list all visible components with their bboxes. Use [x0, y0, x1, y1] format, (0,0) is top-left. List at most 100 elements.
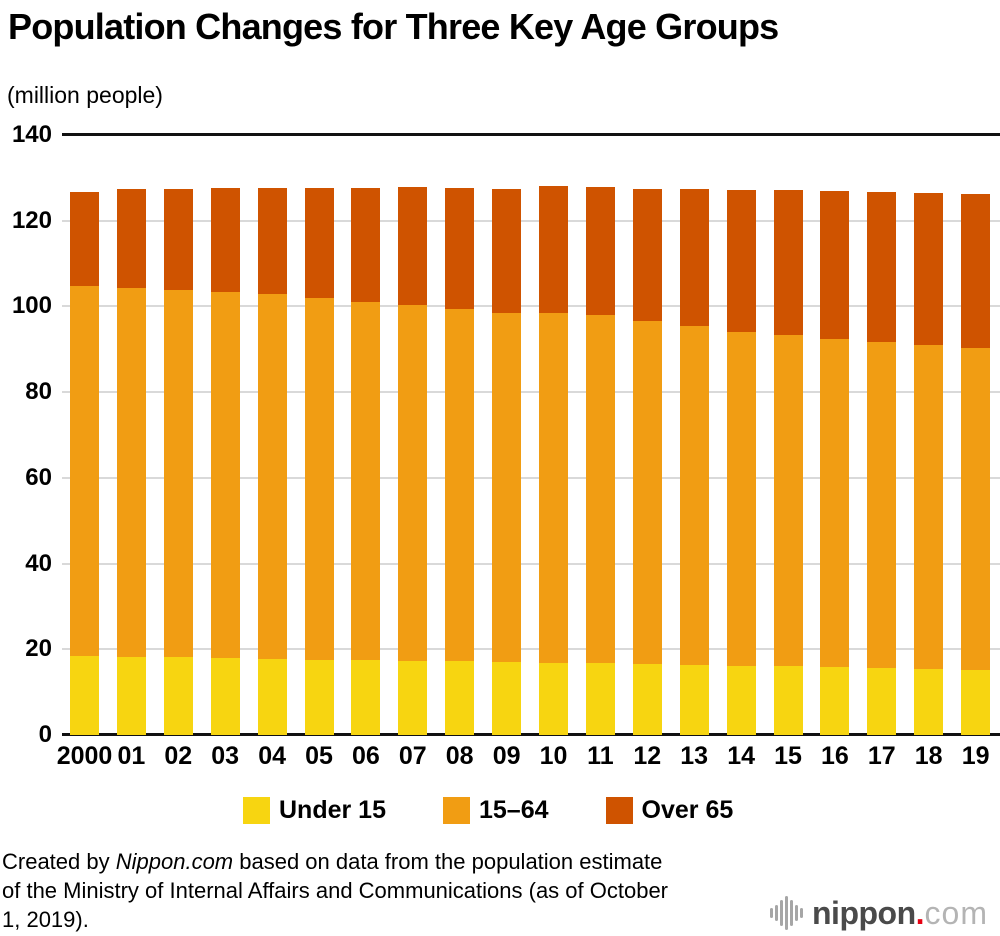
bar-segment-over-65	[726, 190, 756, 332]
bar-segment-over-65	[492, 188, 522, 313]
bar-segment-15-64	[773, 335, 803, 667]
bar-segment-15-64	[70, 286, 99, 656]
bar-2008	[445, 187, 475, 735]
x-axis-tick-label: 2000	[56, 742, 113, 770]
bar-segment-under-15	[585, 663, 615, 735]
x-axis-tick-label: 07	[398, 742, 427, 770]
x-axis-tick-label: 17	[867, 742, 896, 770]
bar-segment-over-65	[163, 189, 193, 291]
bar-segment-15-64	[539, 312, 568, 663]
bar-segment-15-64	[492, 312, 522, 663]
bar-segment-15-64	[398, 305, 428, 661]
bar-segment-over-65	[445, 187, 475, 309]
bar-2001	[116, 189, 146, 735]
logo-tld-com: com	[924, 894, 988, 931]
bar-segment-15-64	[210, 292, 240, 659]
bar-segment-15-64	[163, 290, 193, 658]
bar-2002	[163, 189, 193, 735]
soundwave-bar	[785, 896, 788, 930]
bar-segment-over-65	[961, 194, 991, 348]
legend-item-under-15: Under 15	[243, 796, 386, 825]
x-axis-tick-label: 09	[492, 742, 521, 770]
bar-segment-over-65	[398, 187, 428, 306]
source-note-line: Created by Nippon.com based on data from…	[2, 849, 663, 874]
source-note-line: of the Ministry of Internal Affairs and …	[2, 878, 669, 903]
bar-segment-over-65	[257, 187, 287, 295]
x-axis-line	[62, 733, 1000, 736]
bar-segment-under-15	[351, 660, 381, 735]
bar-segment-over-65	[116, 189, 146, 288]
gridline-60	[62, 476, 1000, 479]
x-axis-tick-label: 01	[117, 742, 146, 770]
x-axis-tick-label: 19	[961, 742, 990, 770]
bar-segment-over-65	[679, 189, 709, 327]
bar-segment-under-15	[914, 668, 944, 735]
bar-segment-15-64	[304, 298, 334, 660]
nippon-logo: nippon . com	[770, 892, 988, 934]
y-axis-tick-label: 0	[38, 721, 52, 748]
soundwave-bars-icon	[770, 894, 803, 932]
bar-2003	[210, 188, 240, 735]
bar-segment-under-15	[116, 656, 146, 735]
x-axis-tick-label: 10	[539, 742, 568, 770]
legend-label: Over 65	[641, 796, 734, 824]
y-axis-tick-label: 120	[11, 206, 52, 234]
bar-segment-15-64	[116, 287, 146, 657]
bar-segment-15-64	[257, 294, 287, 660]
y-axis-tick-label: 60	[25, 463, 52, 491]
source-note: Created by Nippon.com based on data from…	[2, 847, 782, 934]
bar-segment-15-64	[961, 347, 991, 670]
bar-segment-over-65	[585, 187, 615, 315]
gridline-80	[62, 391, 1000, 394]
legend: Under 15 15–64 Over 65	[243, 796, 733, 825]
bar-2007	[398, 187, 428, 735]
bar-segment-over-65	[773, 189, 803, 336]
x-axis-tick-label: 15	[774, 742, 802, 770]
bar-2017	[867, 191, 897, 735]
bar-segment-over-65	[632, 188, 662, 321]
x-axis-tick-label: 08	[445, 742, 474, 770]
bar-2004	[257, 187, 287, 735]
top-boundary-line	[62, 133, 1000, 136]
bar-2014	[726, 190, 756, 735]
bar-segment-under-15	[820, 667, 850, 735]
gridline-120	[62, 219, 1000, 222]
soundwave-bar	[775, 905, 778, 921]
bar-2010	[539, 186, 568, 735]
bar-2006	[351, 187, 381, 735]
bar-segment-under-15	[70, 655, 99, 735]
bar-segment-over-65	[70, 192, 99, 287]
bar-segment-under-15	[867, 668, 897, 735]
bar-segment-under-15	[257, 659, 287, 735]
gridline-20	[62, 648, 1000, 651]
bar-segment-15-64	[914, 345, 944, 669]
soundwave-bar	[795, 905, 798, 921]
bar-segment-under-15	[398, 660, 428, 735]
bar-2019	[961, 194, 991, 735]
bar-segment-under-15	[773, 666, 803, 735]
y-axis-tick-label: 140	[11, 121, 52, 148]
x-axis-tick-label: 18	[914, 742, 943, 770]
x-axis-tick-label: 12	[633, 742, 662, 770]
legend-label: Under 15	[279, 796, 386, 824]
y-axis-unit-label: (million people)	[7, 82, 163, 108]
bar-segment-15-64	[445, 308, 475, 662]
bar-segment-under-15	[210, 658, 240, 735]
bar-segment-over-65	[820, 190, 850, 339]
logo-word-nippon: nippon	[812, 894, 916, 931]
chart-title: Population Changes for Three Key Age Gro…	[8, 6, 779, 47]
bar-2000	[70, 192, 99, 735]
bar-segment-15-64	[351, 301, 381, 661]
legend-item-15-64: 15–64	[442, 796, 549, 825]
x-axis-tick-label: 02	[164, 742, 193, 770]
bar-segment-under-15	[632, 664, 662, 735]
bar-segment-over-65	[210, 188, 240, 293]
bar-segment-over-65	[867, 191, 897, 343]
bar-segment-under-15	[163, 657, 193, 735]
bar-segment-over-65	[304, 187, 334, 299]
gridline-40	[62, 562, 1000, 565]
x-axis-tick-label: 11	[587, 742, 614, 770]
y-axis-tick-label: 100	[11, 292, 52, 320]
